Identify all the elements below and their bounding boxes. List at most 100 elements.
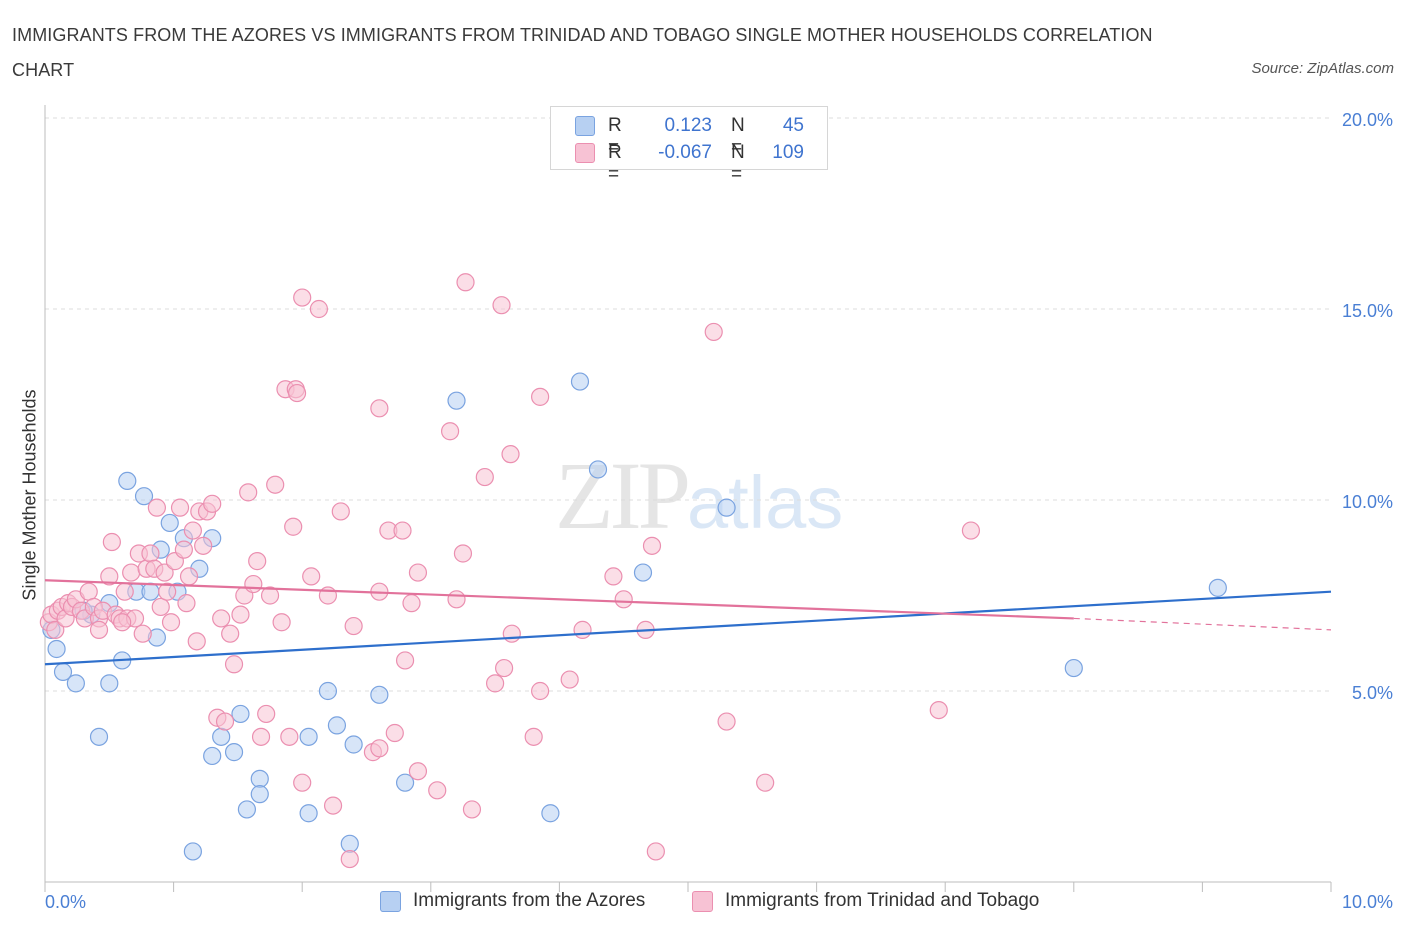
- trend-line-trinidad: [44, 579, 1074, 620]
- data-point-trinidad: [408, 762, 428, 781]
- y-tick-label: 5.0%: [1352, 683, 1393, 703]
- data-point-trinidad: [531, 387, 550, 406]
- data-point-trinidad: [495, 658, 514, 678]
- data-point-trinidad: [183, 521, 202, 540]
- data-point-trinidad: [215, 712, 235, 731]
- data-point-trinidad: [122, 563, 141, 582]
- data-point-trinidad: [177, 594, 196, 613]
- data-point-trinidad: [492, 296, 511, 315]
- y-tick-label: 15.0%: [1342, 301, 1393, 321]
- data-point-trinidad: [402, 594, 421, 613]
- data-point-azores: [141, 582, 160, 601]
- trend-line-azores: [44, 590, 1332, 666]
- correlation-legend: R = 0.123 N = 45 R = -0.067 N = 109: [550, 106, 828, 185]
- data-point-trinidad: [344, 616, 363, 636]
- data-point-trinidad: [370, 399, 389, 418]
- legend-n-label: N =: [731, 115, 745, 158]
- data-point-azores: [231, 704, 250, 724]
- data-point-trinidad: [203, 494, 222, 513]
- watermark-zip: ZIP: [555, 442, 691, 549]
- data-point-trinidad: [155, 563, 174, 582]
- data-point-azores: [203, 746, 222, 766]
- data-point-trinidad: [248, 552, 267, 571]
- data-point-trinidad: [141, 544, 160, 563]
- data-point-trinidad: [147, 498, 166, 517]
- data-point-trinidad: [280, 727, 299, 746]
- data-point-azores: [633, 563, 653, 582]
- data-point-azores: [570, 372, 590, 391]
- data-point-trinidad: [257, 704, 276, 724]
- watermark-atlas: atlas: [687, 461, 844, 544]
- source-label: Source: ZipAtlas.com: [1251, 60, 1394, 77]
- legend-r-value: -0.067: [658, 142, 712, 163]
- bottom-legend-label-trinidad: Immigrants from Trinidad and Tobago: [725, 890, 1040, 911]
- legend-swatch-trinidad: [575, 143, 595, 163]
- data-point-trinidad: [475, 467, 494, 487]
- data-point-trinidad: [961, 521, 981, 540]
- data-point-azores: [1208, 578, 1227, 597]
- data-point-azores: [89, 727, 109, 746]
- data-point-trinidad: [531, 681, 550, 701]
- data-point-trinidad: [284, 517, 303, 536]
- data-point-trinidad: [221, 624, 240, 643]
- data-point-trinidad: [440, 422, 460, 441]
- data-point-trinidad: [453, 544, 473, 563]
- data-point-trinidad: [266, 475, 285, 494]
- data-point-trinidad: [462, 800, 482, 819]
- data-point-azores: [541, 804, 560, 823]
- legend-n-label: N =: [731, 142, 745, 185]
- data-point-trinidad: [251, 727, 271, 746]
- x-tick-label: 0.0%: [45, 892, 86, 912]
- data-point-trinidad: [447, 590, 466, 609]
- y-tick-label: 20.0%: [1342, 110, 1393, 130]
- legend-swatch-azores: [575, 116, 595, 136]
- data-point-trinidad: [642, 536, 662, 555]
- data-point-trinidad: [102, 532, 121, 552]
- y-tick-label: 10.0%: [1342, 492, 1393, 512]
- data-point-trinidad: [331, 502, 350, 521]
- data-point-trinidad: [393, 521, 412, 540]
- data-point-trinidad: [323, 796, 343, 815]
- x-tick-label: 10.0%: [1342, 892, 1393, 912]
- bottom-legend-label-azores: Immigrants from the Azores: [413, 890, 646, 911]
- data-point-trinidad: [502, 624, 521, 643]
- data-point-trinidad: [170, 498, 190, 517]
- data-point-azores: [183, 842, 202, 861]
- data-point-azores: [66, 674, 85, 693]
- data-point-azores: [118, 471, 137, 490]
- data-point-trinidad: [158, 582, 177, 601]
- data-point-trinidad: [646, 842, 665, 861]
- bottom-legend-swatch-trinidad: [692, 891, 713, 912]
- data-point-azores: [344, 735, 363, 754]
- data-point-azores: [299, 804, 318, 823]
- data-point-azores: [340, 834, 359, 853]
- data-point-trinidad: [370, 739, 389, 758]
- data-point-azores: [318, 681, 338, 701]
- data-point-azores: [47, 639, 66, 659]
- data-point-trinidad: [260, 586, 280, 605]
- trend-extension-trinidad: [1073, 617, 1332, 631]
- data-point-trinidad: [79, 582, 98, 601]
- data-point-trinidad: [395, 651, 415, 670]
- data-point-trinidad: [704, 322, 723, 342]
- data-point-trinidad: [604, 567, 623, 586]
- data-point-azores: [160, 513, 179, 533]
- data-point-trinidad: [756, 773, 775, 792]
- data-point-trinidad: [614, 590, 633, 609]
- data-point-trinidad: [179, 567, 199, 586]
- data-point-azores: [299, 727, 318, 746]
- data-point-trinidad: [224, 655, 244, 674]
- data-point-azores: [717, 498, 736, 517]
- data-point-trinidad: [212, 609, 231, 628]
- data-point-trinidad: [456, 273, 475, 292]
- data-point-trinidad: [244, 574, 263, 594]
- data-point-trinidad: [309, 299, 329, 319]
- data-point-azores: [1064, 658, 1083, 678]
- data-point-trinidad: [100, 567, 119, 586]
- data-point-trinidad: [287, 383, 307, 403]
- data-point-trinidad: [174, 540, 193, 559]
- data-point-azores: [212, 727, 231, 746]
- data-point-azores: [237, 800, 257, 819]
- data-point-azores: [327, 716, 347, 735]
- data-point-azores: [395, 773, 415, 792]
